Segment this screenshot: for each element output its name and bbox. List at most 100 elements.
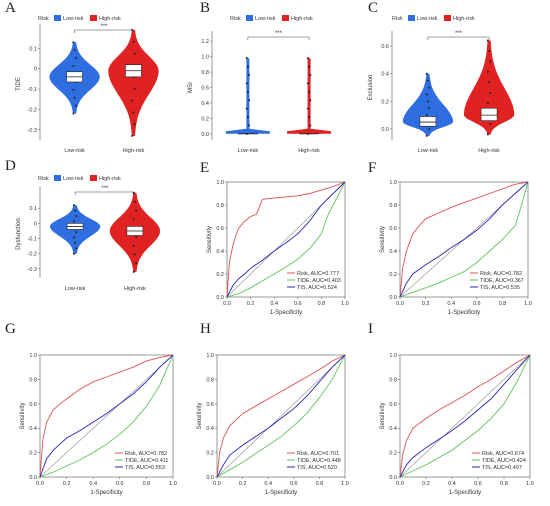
box bbox=[480, 107, 498, 121]
data-point bbox=[132, 192, 135, 195]
data-point bbox=[248, 124, 251, 127]
roc-curve-risk bbox=[216, 354, 346, 478]
legend-swatch-low-risk bbox=[54, 15, 61, 21]
violin-low-risk bbox=[49, 41, 100, 115]
data-point bbox=[72, 65, 75, 68]
violin-high-risk bbox=[464, 39, 515, 136]
data-point bbox=[428, 127, 431, 130]
data-point bbox=[245, 107, 248, 110]
y-tick-label: 0.8 bbox=[206, 377, 214, 383]
violin-shape bbox=[225, 58, 270, 134]
panel-label-c: C bbox=[368, 0, 378, 16]
violin-shape bbox=[402, 73, 454, 136]
x-tick-label: 1.0 bbox=[169, 481, 177, 487]
panel-label-a: A bbox=[5, 0, 16, 16]
y-axis-label: TIDE bbox=[16, 77, 22, 91]
y-axis-label: Sensitivity bbox=[380, 402, 386, 429]
data-point bbox=[306, 107, 309, 110]
x-tick-label: Low-risk bbox=[238, 148, 259, 154]
roc-curve-tis bbox=[399, 181, 529, 298]
roc-curve-tis bbox=[226, 181, 346, 298]
data-point bbox=[425, 72, 428, 75]
x-tick-label: 0.6 bbox=[290, 481, 298, 487]
x-tick-label: 0.2 bbox=[239, 481, 247, 487]
data-point bbox=[132, 111, 135, 114]
legend-swatch-high-risk bbox=[90, 15, 97, 21]
roc-curve-risk bbox=[399, 181, 529, 298]
legend-entry: TIDE, AUC=0.367 bbox=[480, 278, 524, 284]
x-tick-label: 1.0 bbox=[524, 301, 532, 307]
data-point bbox=[486, 102, 489, 105]
x-tick-label: 0.8 bbox=[143, 481, 151, 487]
data-point bbox=[131, 134, 134, 137]
data-point bbox=[74, 57, 77, 60]
violin-high-risk bbox=[108, 29, 159, 137]
y-tick-label: 0.8 bbox=[389, 203, 397, 209]
y-tick-label: 0.2 bbox=[201, 116, 209, 122]
x-axis-label: 1-Specificity bbox=[449, 490, 481, 496]
y-axis-label: Sensitivity bbox=[380, 226, 386, 253]
y-axis-label: Dysfunction bbox=[16, 218, 22, 249]
data-point bbox=[72, 88, 75, 91]
y-tick-label: 1.0 bbox=[389, 353, 397, 359]
panel-label-g: G bbox=[5, 321, 16, 337]
panel-label-i: I bbox=[368, 321, 373, 337]
legend-entry-low-risk: Low-risk bbox=[255, 16, 276, 22]
data-point bbox=[132, 270, 135, 273]
y-tick-label: 0.4 bbox=[29, 426, 37, 432]
x-tick-label: 0.6 bbox=[116, 481, 124, 487]
y-tick-label: 0.0 bbox=[389, 295, 397, 301]
legend-entry-high-risk: High-risk bbox=[99, 16, 121, 22]
significance-bracket bbox=[247, 36, 310, 40]
roc-curve-tide bbox=[399, 354, 531, 478]
legend: Risk Low-risk High-risk bbox=[38, 15, 121, 22]
data-point bbox=[246, 65, 249, 68]
x-tick-label: 0.2 bbox=[247, 301, 255, 307]
x-tick-label: 1.0 bbox=[341, 301, 349, 307]
plot-frame bbox=[399, 181, 529, 298]
y-tick-label: 0.6 bbox=[206, 402, 214, 408]
data-point bbox=[72, 41, 75, 44]
roc-curve-tis bbox=[399, 354, 531, 478]
legend-swatch-low-risk bbox=[246, 15, 253, 21]
data-point bbox=[309, 73, 312, 76]
data-point bbox=[425, 93, 428, 96]
y-tick-label: 0.4 bbox=[216, 249, 224, 255]
x-axis-label: 1-Specificity bbox=[265, 490, 297, 496]
y-tick-label: 0.6 bbox=[389, 402, 397, 408]
data-point bbox=[135, 235, 138, 238]
x-tick-label: Low-risk bbox=[418, 148, 439, 154]
panel-c: C Risk Low-risk High-risk 0.6 0.4 0.2 0.0 Exclus… bbox=[368, 0, 515, 154]
data-point bbox=[131, 99, 134, 102]
significance-bracket bbox=[427, 36, 490, 40]
plot-frame bbox=[39, 354, 174, 478]
y-tick-label: 0.0 bbox=[389, 475, 397, 481]
x-tick-label: 0.4 bbox=[89, 481, 97, 487]
diagonal-reference bbox=[39, 354, 174, 478]
data-point bbox=[74, 209, 77, 212]
panel-b: B Risk Low-risk High-risk 1.2 1.0 0.8 0.6 0.4 0.2… bbox=[188, 0, 332, 154]
violin-high-risk bbox=[287, 57, 332, 135]
y-tick-label: 0.4 bbox=[389, 249, 397, 255]
x-axis-label: 1-Specificity bbox=[270, 310, 302, 316]
panel-label-d: D bbox=[5, 158, 16, 174]
y-tick-label: 1.0 bbox=[29, 353, 37, 359]
legend-entry-high-risk: High-risk bbox=[291, 16, 313, 22]
data-point bbox=[72, 252, 75, 255]
legend-entry: TIS, AUC=0.553 bbox=[125, 465, 165, 471]
legend-swatch-low-risk bbox=[54, 175, 61, 181]
data-point bbox=[72, 220, 75, 223]
x-tick-label: 0.6 bbox=[294, 301, 302, 307]
legend-title: Risk bbox=[38, 176, 49, 182]
data-point bbox=[489, 91, 492, 94]
x-tick-label: 0.8 bbox=[318, 301, 326, 307]
panel-f: F 0.00.0 0.2 0.2 0.4 0.4 0.6 0.6 0.8 0.8 1.0 1.0 1-S… bbox=[368, 160, 532, 316]
legend-entry: Risk, AUC=0.777 bbox=[297, 271, 339, 277]
legend-entry: TIS, AUC=0.535 bbox=[480, 285, 520, 291]
y-tick-label: 0.8 bbox=[201, 70, 209, 76]
data-point bbox=[308, 90, 311, 93]
